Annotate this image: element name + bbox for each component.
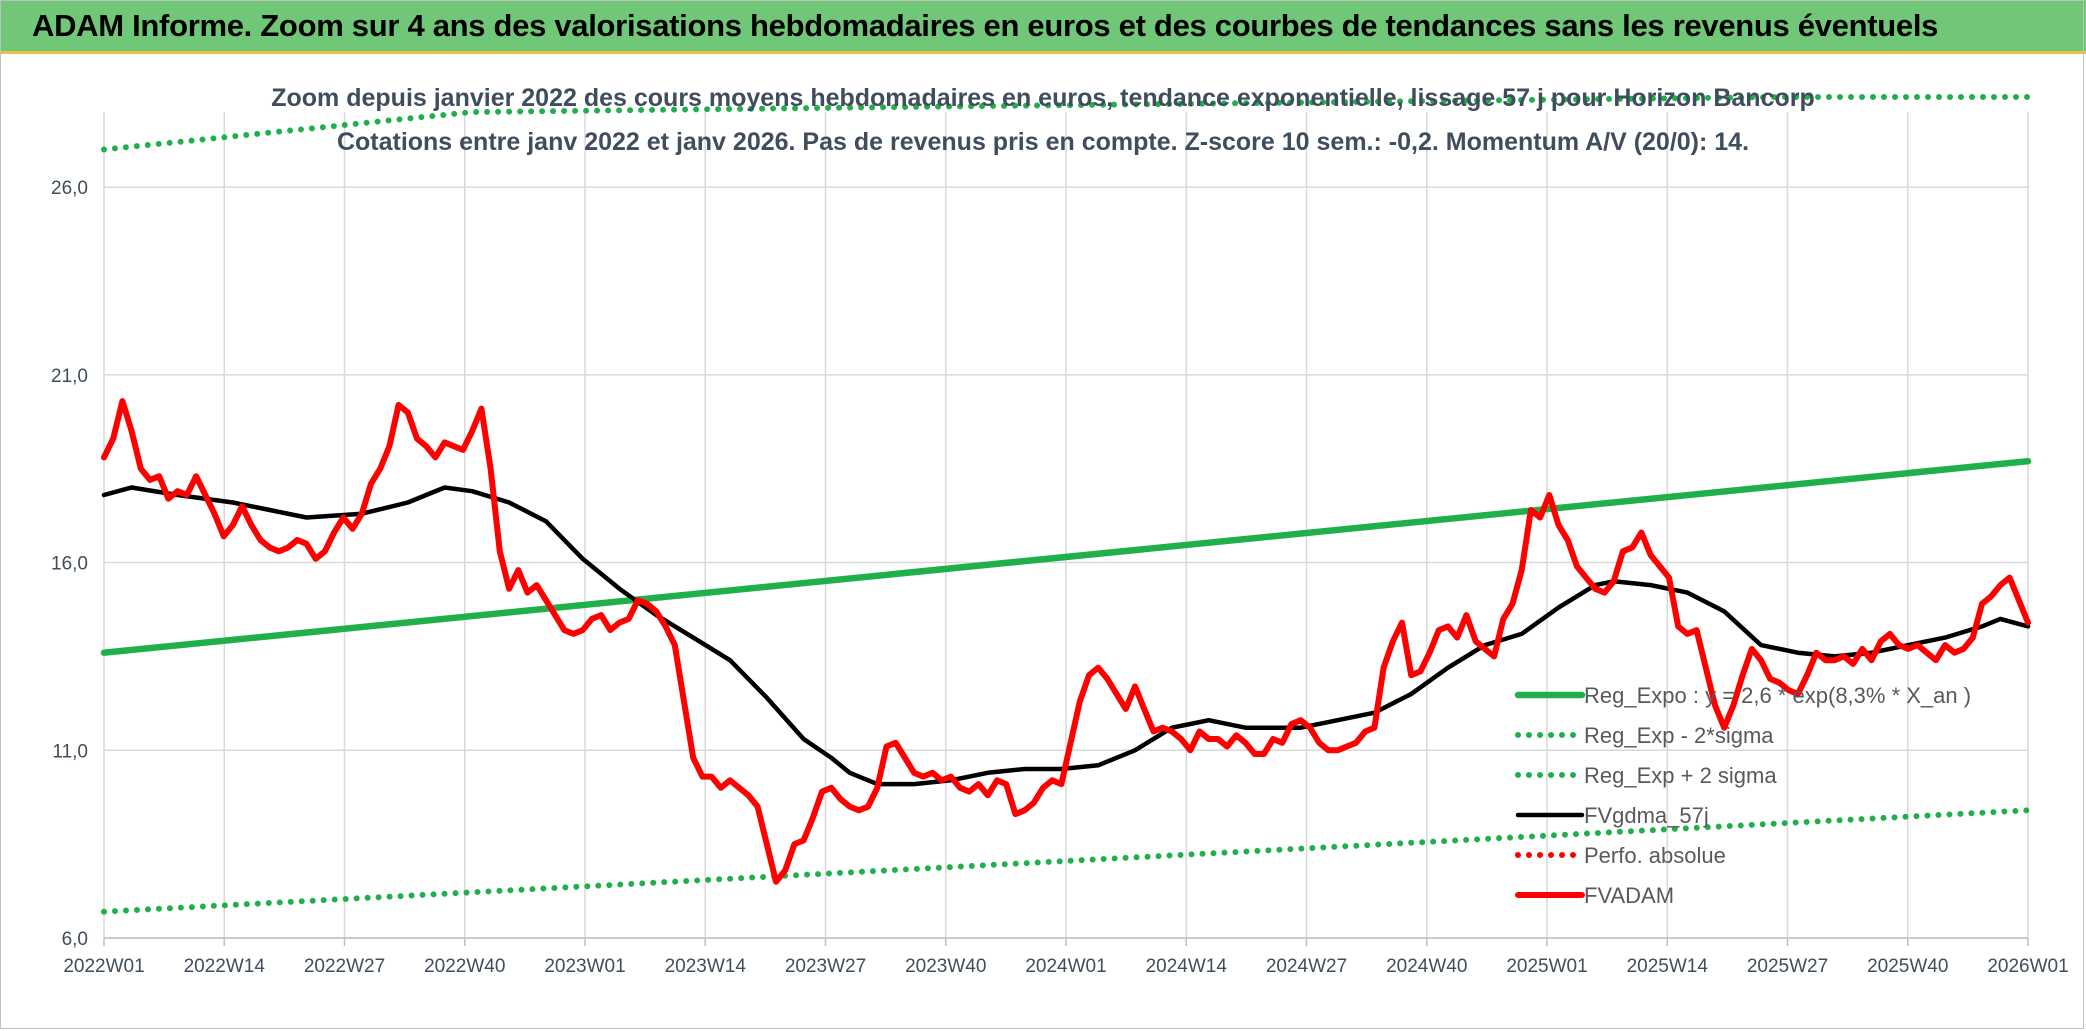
chart-title: Zoom depuis janvier 2022 des cours moyen… [271,84,1815,112]
series-line-1 [101,807,2031,915]
x-tick-label: 2022W40 [424,956,505,977]
series-line-0 [100,457,2032,656]
legend-label: Reg_Exp + 2 sigma [1584,763,1777,788]
x-axis-ticks: 2022W01 2022W14 2022W27 2022W40 2023W01 2023W… [63,956,2068,977]
x-tick-label: 2025W40 [1867,956,1948,977]
x-tick-label: 2023W27 [785,956,866,977]
series-line-3 [101,485,2031,787]
x-tick-label: 2023W01 [544,956,625,977]
legend-label: Reg_Exp - 2*sigma [1584,723,1774,748]
x-tick-label: 2022W27 [304,956,385,977]
report-title: ADAM Informe. Zoom sur 4 ans des valoris… [32,8,1939,43]
legend-label: Perfo. absolue [1584,843,1726,868]
series-lines [100,94,2032,915]
legend-label: FVADAM [1584,883,1674,908]
chart-subtitle: Cotations entre janv 2022 et janv 2026. … [336,128,1750,156]
x-tick-label: 2022W14 [184,956,266,977]
report-header-bar: ADAM Informe. Zoom sur 4 ans des valoris… [0,0,2086,54]
legend-label: FVgdma_57j [1584,803,1709,828]
x-tick-label: 2023W14 [665,956,747,977]
x-tick-label: 2024W40 [1386,956,1467,977]
x-tick-label: 2024W27 [1266,956,1347,977]
y-tick-label: 21,0 [51,366,88,387]
y-tick-label: 16,0 [51,554,88,575]
y-axis-ticks: 6,0 11,0 16,0 21,0 26,0 [51,178,88,950]
series-line-5 [101,398,2031,885]
legend-label: Reg_Expo : y = 2,6 * exp(8,3% * X_an ) [1584,683,1971,708]
series-line-2 [101,94,2031,153]
x-tick-label: 2024W01 [1025,956,1106,977]
x-tick-label: 2025W27 [1747,956,1828,977]
x-tick-label: 2025W14 [1627,956,1709,977]
y-tick-label: 11,0 [52,741,88,762]
x-tick-label: 2026W01 [1987,956,2068,977]
gridlines [103,112,2029,946]
x-tick-label: 2023W40 [905,956,986,977]
y-tick-label: 6,0 [62,929,88,950]
y-tick-label: 26,0 [51,178,88,199]
x-tick-label: 2025W01 [1506,956,1587,977]
x-tick-label: 2022W01 [63,956,144,977]
legend: Reg_Expo : y = 2,6 * exp(8,3% * X_an ) Re… [1514,683,1971,908]
x-tick-label: 2024W14 [1146,956,1228,977]
